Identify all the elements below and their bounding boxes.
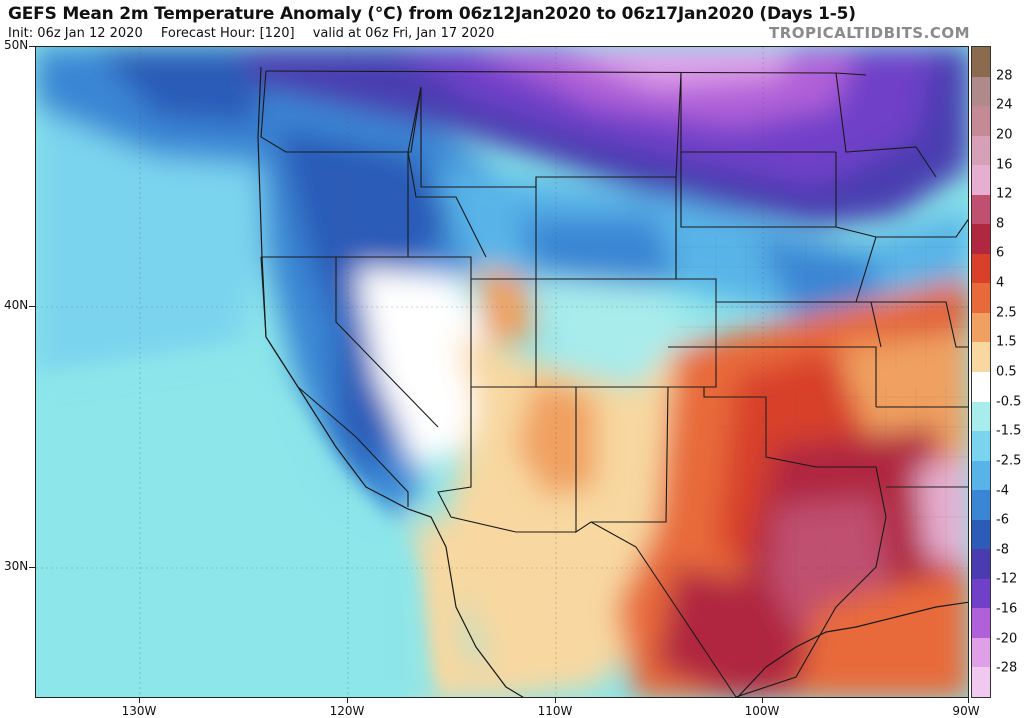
pacific-warm-region [36,347,436,697]
colorbar-swatch [972,460,990,491]
lon-label-120w: 120W [329,704,365,718]
lat-tick-50n [29,46,35,47]
colorbar-label: -12 [996,571,1018,587]
brand-watermark: TROPICALTIDBITS.COM [769,24,970,42]
colorbar-swatch [972,283,990,313]
colorbar-swatch [972,312,990,343]
lon-tick-130w [139,698,140,703]
colorbar-swatch [972,342,990,373]
lat-label-30n: 30N [4,559,29,573]
anomaly-map [35,46,969,698]
colorbar-swatch [972,253,990,284]
colorbar-label: -20 [996,631,1018,647]
colorbar-swatch [972,106,990,136]
colorbar-label: 28 [996,68,1013,84]
colorbar-swatch [972,372,990,402]
map-title: GEFS Mean 2m Temperature Anomaly (°C) fr… [8,4,856,24]
colorbar-label: -16 [996,601,1018,617]
colorbar-label: 8 [996,216,1005,232]
map-canvas [36,47,968,697]
colorbar-label: -2.5 [996,453,1022,469]
colorbar-label: -0.5 [996,394,1022,410]
init-time: Init: 06z Jan 12 2020 [8,26,143,41]
colorbar-swatch [972,578,990,609]
colorbar-label: 20 [996,127,1013,143]
colorbar-swatch [972,667,990,698]
colorbar-swatch [972,431,990,461]
county-lines [676,237,968,667]
colorbar-swatch [972,135,990,166]
colorbar-swatch [972,637,990,668]
colorbar-label: 6 [996,245,1005,261]
colorbar-label: 12 [996,186,1013,202]
lon-label-110w: 110W [537,704,573,718]
lon-tick-100w [762,698,763,703]
colorbar-swatch [972,47,990,77]
colorbar-label: -1.5 [996,423,1022,439]
graticule [36,47,968,697]
colorbar-swatch [972,76,990,107]
lon-tick-90w [968,698,969,703]
colorbar-label: 4 [996,275,1005,291]
colorbar-label: 16 [996,157,1013,173]
lat-label-50n: 50N [4,38,29,52]
lon-label-100w: 100W [744,704,780,718]
colorbar-label: 24 [996,97,1013,113]
colorbar-label: -4 [996,483,1009,499]
gulf-coastline [737,601,968,697]
colorbar-swatch [972,608,990,638]
colorbar-swatch [972,401,990,432]
colorbar-swatch [972,519,990,550]
forecast-hour: Forecast Hour: [120] [160,26,295,41]
lon-label-130w: 130W [121,704,157,718]
colorbar-label: -28 [996,660,1018,676]
state-boundaries [260,70,968,697]
colorbar-swatch [972,490,990,520]
lat-tick-30n [29,567,35,568]
valid-time: valid at 06z Fri, Jan 17 2020 [312,26,495,41]
lat-label-40n: 40N [4,298,29,312]
colorbar-label: 2.5 [996,305,1017,321]
lat-tick-40n [29,306,35,307]
colorbar-label: -8 [996,542,1009,558]
colorbar-legend [971,46,991,698]
colorbar-label: -6 [996,512,1009,528]
colorbar-swatch [972,194,990,225]
lon-label-90w: 90W [952,704,980,718]
colorbar-swatch [972,165,990,195]
colorbar-label: 1.5 [996,334,1017,350]
lon-tick-120w [347,698,348,703]
colorbar-label: 0.5 [996,364,1017,380]
lon-tick-110w [555,698,556,703]
colorbar-swatch [972,224,990,254]
pacific-coastline [257,66,524,697]
map-subtitle: Init: 06z Jan 12 2020 Forecast Hour: [12… [8,26,508,41]
colorbar-swatch [972,549,990,579]
anomaly-field [36,47,968,697]
